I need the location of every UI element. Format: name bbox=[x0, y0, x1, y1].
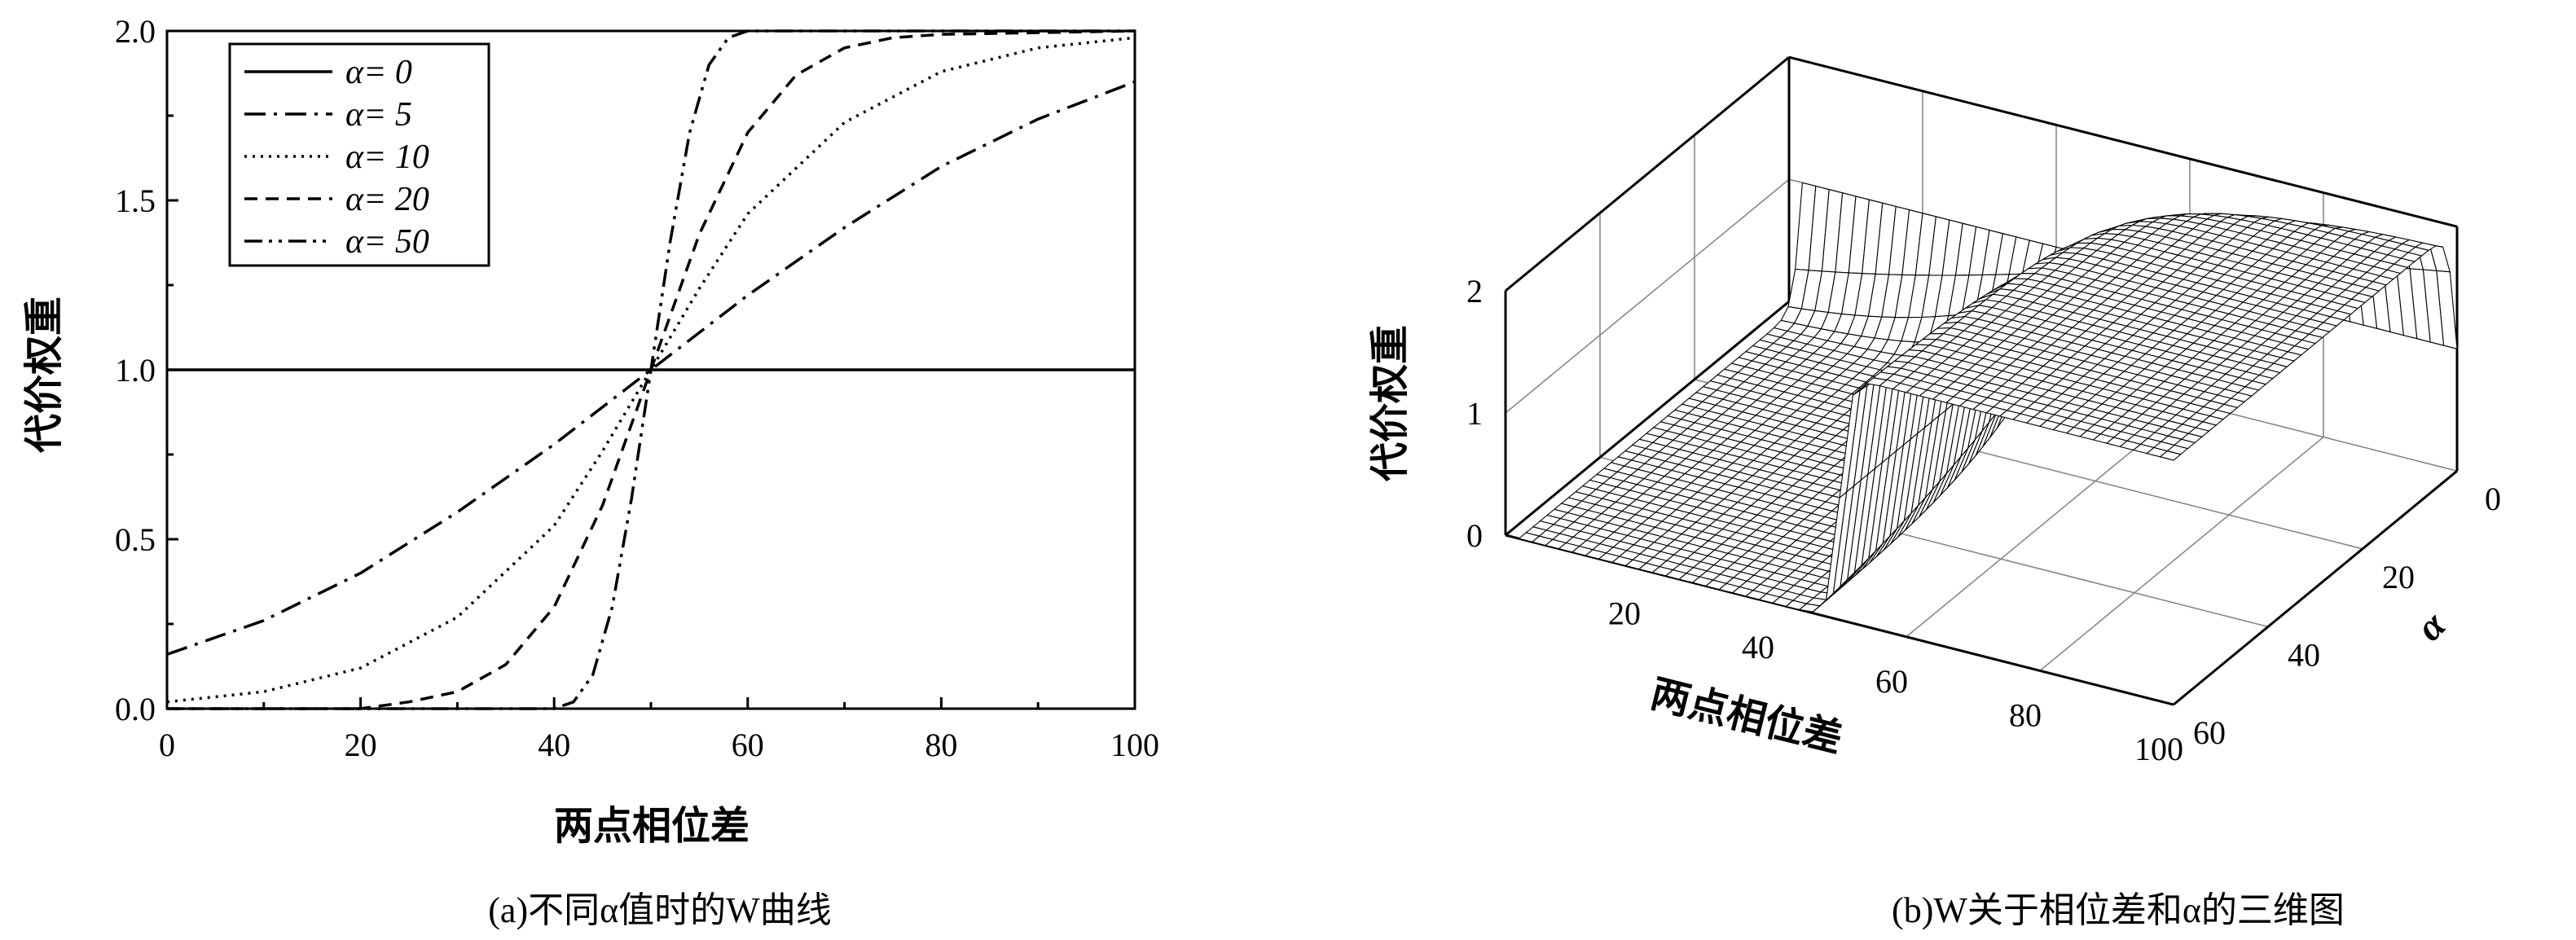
box-edge bbox=[1505, 56, 1790, 292]
y-tick-label: 1.0 bbox=[115, 352, 156, 389]
box-edge bbox=[1788, 55, 2458, 228]
side-wall-grid-line bbox=[1505, 178, 1790, 414]
x-tick-label: 100 bbox=[1110, 727, 1159, 763]
z-tick-label: 2 bbox=[1466, 273, 1483, 310]
alpha-tick-label: 0 bbox=[2485, 481, 2501, 517]
panel-b-x-axis-label: 两点相位差 bbox=[1646, 672, 1847, 761]
panel-b-y-axis-label: α bbox=[2408, 603, 2455, 649]
legend-label-alpha-10: α= 10 bbox=[345, 138, 429, 176]
x-tick-label: 100 bbox=[2134, 731, 2183, 767]
box-edge bbox=[1505, 301, 1790, 537]
x-tick-label: 80 bbox=[925, 727, 957, 763]
x-tick-label: 80 bbox=[2009, 696, 2042, 733]
legend-box bbox=[228, 42, 490, 267]
x-tick-label: 60 bbox=[732, 727, 764, 763]
legend-label-alpha-5: α= 5 bbox=[345, 96, 412, 134]
panel-a-axes bbox=[165, 29, 1136, 710]
panel-b-tick-labels: 0 1 2 20 40 60 80 100 0 20 40 60 bbox=[1466, 273, 2501, 767]
panel-a-y-axis-label: 代价权重 bbox=[23, 296, 66, 454]
x-tick-label: 60 bbox=[1875, 663, 1908, 700]
panel-a-caption: (a)不同α值时的W曲线 bbox=[488, 890, 831, 930]
x-tick-label: 0 bbox=[159, 727, 175, 763]
series-line-alpha-5 bbox=[166, 80, 1136, 657]
x-tick-label: 40 bbox=[1742, 629, 1774, 665]
alpha-tick-label: 60 bbox=[2193, 714, 2226, 751]
panel-b-caption: (b)W关于相位差和α的三维图 bbox=[1892, 890, 2345, 930]
x-tick-label: 20 bbox=[1608, 595, 1641, 632]
panel-b-surface bbox=[1518, 182, 2458, 613]
legend-label-alpha-20: α= 20 bbox=[345, 181, 429, 218]
x-tick-label: 20 bbox=[345, 727, 377, 763]
panel-a-x-axis-label: 两点相位差 bbox=[554, 805, 750, 848]
y-tick-label: 0.5 bbox=[115, 521, 156, 558]
panel-b-3d-surface: 0 1 2 20 40 60 80 100 0 20 40 60 两点相位差 α 代价权重 (b)W关… bbox=[1369, 55, 2501, 930]
panel-a-tick-labels: 0 20 40 60 80 100 0.0 0.5 1.0 1.5 2.0 bbox=[115, 13, 1159, 763]
alpha-tick-label: 40 bbox=[2288, 636, 2320, 673]
y-tick-label: 1.5 bbox=[115, 182, 156, 219]
alpha-tick-label: 20 bbox=[2382, 559, 2415, 595]
panel-b-z-axis-label: 代价权重 bbox=[1369, 325, 1412, 482]
panel-a-line-chart: 0 20 40 60 80 100 0.0 0.5 1.0 1.5 2.0 α= 0 α= 5 α= 1… bbox=[23, 13, 1159, 930]
series-line-alpha-50 bbox=[167, 29, 1135, 710]
surface-facet bbox=[2159, 450, 2182, 461]
floor-grid-line bbox=[2039, 436, 2324, 672]
z-tick-label: 1 bbox=[1466, 395, 1483, 432]
x-tick-label: 40 bbox=[538, 727, 570, 763]
legend: α= 0 α= 5 α= 10 α= 20 α= 50 bbox=[228, 42, 490, 267]
panel-a-curves bbox=[166, 29, 1136, 710]
series-line-alpha-10 bbox=[166, 36, 1136, 704]
y-tick-label: 0.0 bbox=[115, 691, 156, 727]
legend-label-alpha-0: α= 0 bbox=[345, 54, 412, 91]
y-tick-label: 2.0 bbox=[115, 13, 156, 50]
box-edge bbox=[2173, 470, 2458, 706]
z-tick-label: 0 bbox=[1466, 517, 1483, 554]
legend-label-alpha-50: α= 50 bbox=[345, 223, 429, 261]
